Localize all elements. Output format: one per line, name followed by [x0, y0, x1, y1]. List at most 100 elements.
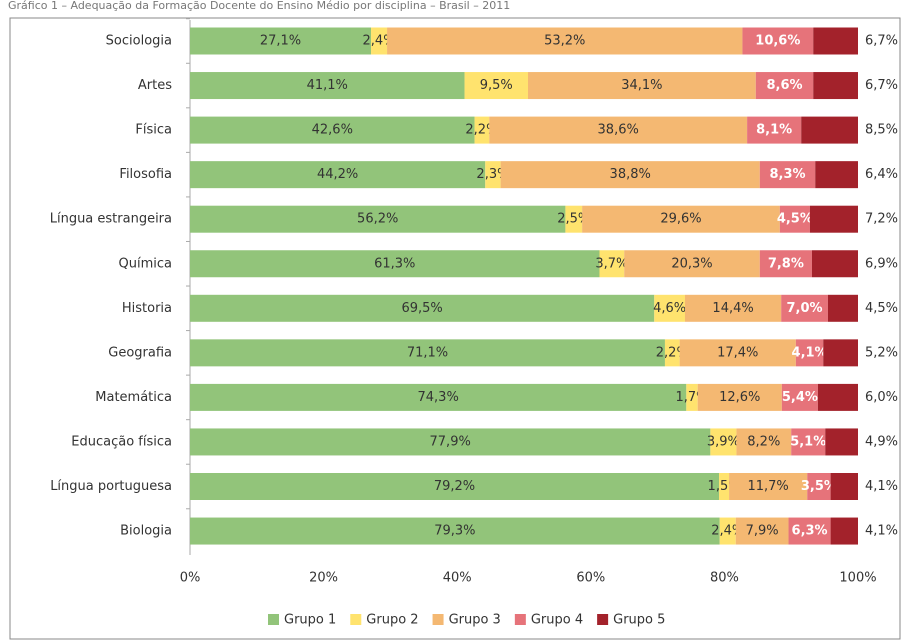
bar-segment: [190, 72, 465, 100]
data-label: 4,9%: [865, 434, 898, 449]
bar-segment: [500, 161, 760, 189]
data-label: 11,7%: [747, 479, 788, 494]
bar-segment: [791, 428, 826, 456]
y-tick-label: Educação física: [71, 434, 172, 449]
data-label: 12,6%: [719, 390, 760, 405]
y-tick-label: Química: [119, 256, 172, 271]
legend-swatch: [432, 614, 444, 625]
bar-segment: [190, 517, 720, 545]
data-label: 5,1%: [790, 434, 826, 449]
data-label: 6,4%: [865, 167, 898, 182]
data-label: 41,1%: [307, 78, 348, 93]
bar-segment: [827, 294, 858, 322]
data-label: 9,5%: [480, 78, 513, 93]
bar-segment: [371, 27, 388, 55]
legend-label: Grupo 1: [284, 613, 336, 628]
bar-segment: [190, 294, 655, 322]
data-label: 69,5%: [401, 301, 442, 316]
bar-segment: [825, 428, 858, 456]
y-tick-label: Historia: [122, 301, 172, 316]
y-tick-label: Artes: [138, 78, 172, 93]
x-tick-label: 40%: [443, 571, 472, 586]
data-label: 3,5%: [801, 479, 837, 494]
x-tick-label: 100%: [839, 571, 876, 586]
data-label: 20,3%: [671, 256, 712, 271]
legend-label: Grupo 5: [613, 613, 665, 628]
bar-segment: [830, 517, 858, 545]
bar-segment: [781, 383, 818, 411]
data-label: 4,5%: [865, 301, 898, 316]
legend-label: Grupo 4: [531, 613, 583, 628]
y-tick-label: Língua portuguesa: [50, 479, 172, 494]
data-label: 8,6%: [766, 78, 802, 93]
bar-segment: [710, 428, 737, 456]
bar-segment: [755, 72, 814, 100]
bar-segment: [747, 116, 802, 144]
bar-segment: [464, 72, 529, 100]
bar-segment: [735, 517, 789, 545]
data-label: 4,5%: [777, 212, 813, 227]
bar-segment: [474, 116, 490, 144]
y-tick-label: Biologia: [120, 524, 172, 539]
data-label: 2,5%: [557, 212, 590, 227]
chart-title: Gráfico 1 – Adequação da Formação Docent…: [8, 0, 510, 12]
x-tick-label: 60%: [576, 571, 605, 586]
bar-segment: [679, 339, 796, 367]
data-label: 17,4%: [717, 345, 758, 360]
bar-segment: [742, 27, 814, 55]
data-label: 5,2%: [865, 345, 898, 360]
data-label: 7,0%: [787, 301, 823, 316]
bar-segment: [781, 294, 828, 322]
data-label: 6,7%: [865, 78, 898, 93]
bar-segment: [813, 72, 858, 100]
data-label: 53,2%: [544, 34, 585, 49]
data-label: 14,4%: [712, 301, 753, 316]
data-label: 29,6%: [660, 212, 701, 227]
bar-segment: [795, 339, 824, 367]
data-label: 74,3%: [418, 390, 459, 405]
bar-segment: [736, 428, 792, 456]
bar-segment: [719, 473, 730, 500]
data-label: 8,3%: [769, 167, 805, 182]
bar-segment: [788, 517, 831, 545]
bar-segment: [654, 294, 685, 322]
data-label: 61,3%: [374, 256, 415, 271]
data-label: 4,1%: [792, 345, 828, 360]
legend-label: Grupo 2: [366, 613, 418, 628]
bar-segment: [807, 473, 831, 500]
bar-segment: [485, 161, 501, 189]
bar-segment: [813, 27, 858, 55]
bar-segment: [809, 205, 858, 233]
bar-segment: [190, 428, 711, 456]
x-tick-label: 0%: [180, 571, 201, 586]
bar-segment: [759, 161, 816, 189]
data-label: 3,7%: [595, 256, 628, 271]
data-label: 5,4%: [782, 390, 818, 405]
legend-swatch: [350, 614, 362, 625]
data-label: 4,1%: [865, 524, 898, 539]
data-label: 4,6%: [653, 301, 686, 316]
bar-segment: [697, 383, 782, 411]
bar-segment: [664, 339, 680, 367]
bar-segment: [759, 250, 812, 278]
data-label: 3,9%: [707, 434, 740, 449]
bar-segment: [190, 250, 600, 278]
bar-segment: [190, 27, 372, 55]
bar-segment: [779, 205, 810, 233]
bar-segment: [190, 205, 566, 233]
data-label: 71,1%: [407, 345, 448, 360]
bar-segment: [387, 27, 743, 55]
data-label: 42,6%: [312, 123, 353, 138]
data-label: 44,2%: [317, 167, 358, 182]
data-label: 77,9%: [430, 434, 471, 449]
data-label: 6,7%: [865, 34, 898, 49]
data-label: 38,6%: [598, 123, 639, 138]
legend-label: Grupo 3: [449, 613, 501, 628]
data-label: 8,2%: [747, 434, 780, 449]
y-tick-label: Física: [135, 123, 172, 138]
y-tick-label: Geografia: [108, 345, 172, 360]
data-label: 38,8%: [610, 167, 651, 182]
bar-segment: [190, 383, 687, 411]
bar-segment: [719, 517, 736, 545]
